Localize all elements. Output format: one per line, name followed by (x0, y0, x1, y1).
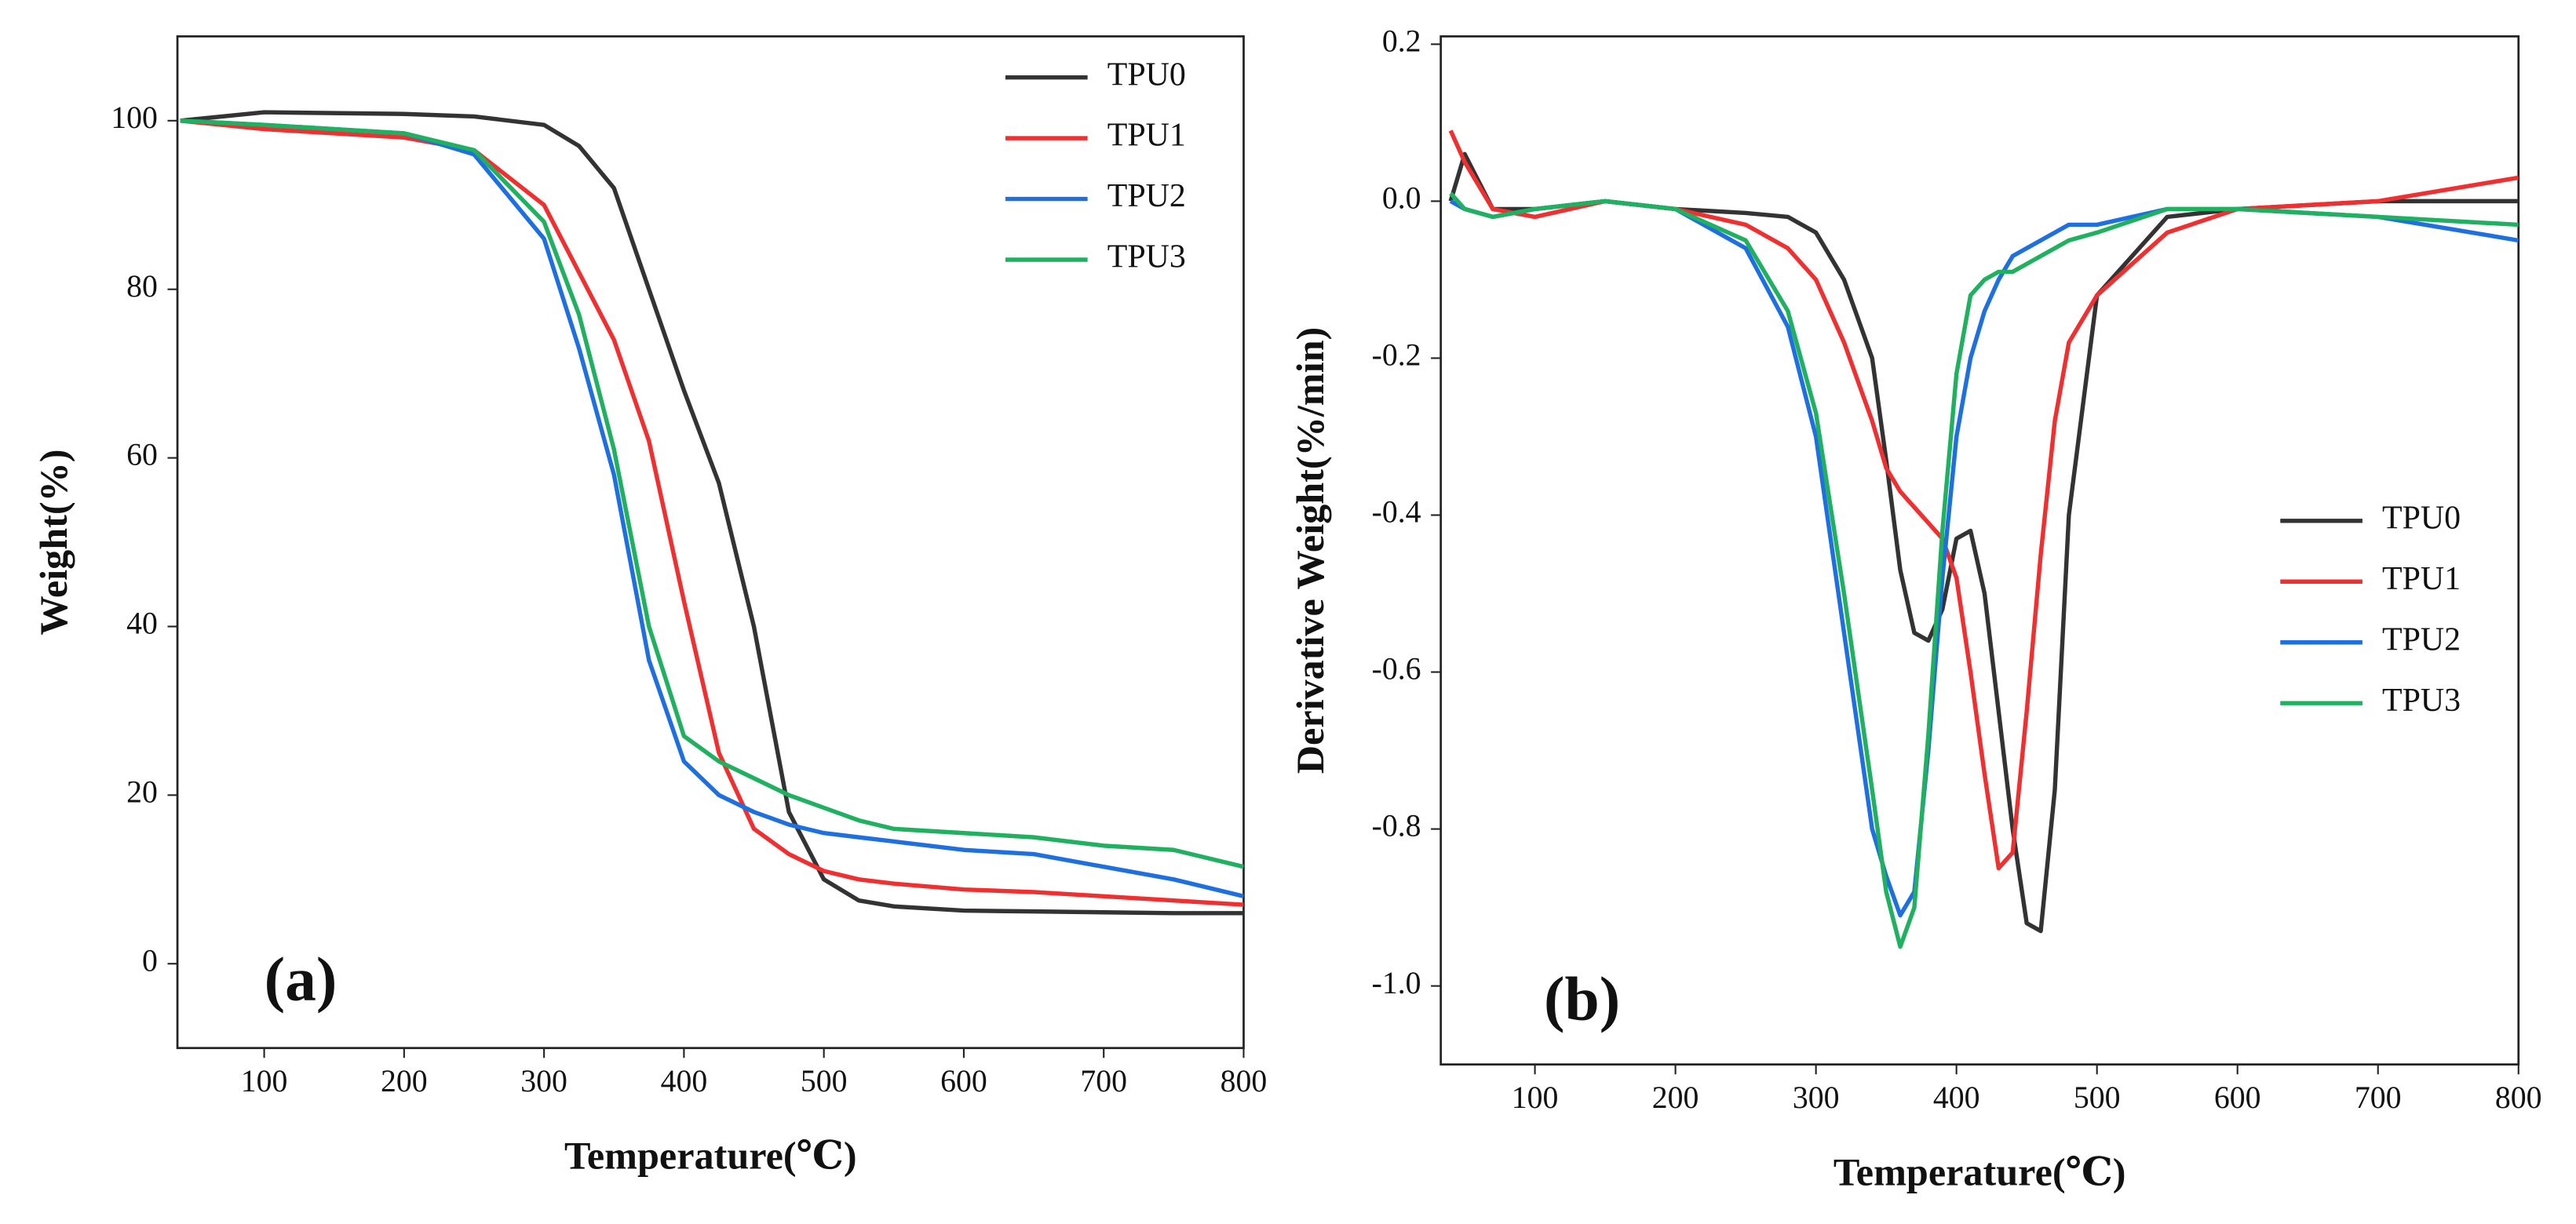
x-tick-label: 500 (801, 1064, 848, 1098)
y-tick-label: 60 (126, 438, 158, 472)
y-tick-label: -0.6 (1372, 652, 1421, 687)
data-line (180, 118, 1244, 898)
y-tick-label: 100 (111, 100, 158, 135)
x-tick-label: 600 (2214, 1080, 2261, 1115)
x-axis-title: Temperature(℃) (564, 1134, 857, 1178)
legend-label: TPU0 (2382, 500, 2461, 536)
x-tick-label: 800 (1220, 1064, 1268, 1098)
legend-label: TPU3 (1107, 239, 1186, 275)
data-line (1448, 129, 2519, 871)
y-tick-label: 20 (126, 775, 158, 810)
x-tick-label: 100 (1512, 1080, 1559, 1115)
x-tick-label: 200 (1652, 1080, 1699, 1115)
y-axis-title: Weight(%) (31, 449, 75, 635)
legend-label: TPU2 (2382, 621, 2461, 658)
data-line (1449, 199, 2519, 918)
y-tick-label: -0.4 (1372, 495, 1421, 530)
y-tick-label: -0.8 (1372, 809, 1421, 843)
panel-label: (a) (265, 945, 338, 1014)
x-tick-label: 300 (1793, 1080, 1840, 1115)
x-axis-title: Temperature(℃) (1833, 1150, 2126, 1194)
plot-frame (176, 35, 1245, 1050)
x-tick-label: 700 (1080, 1064, 1127, 1098)
y-tick-label: 0.0 (1382, 181, 1421, 216)
y-tick-label: -1.0 (1372, 966, 1421, 1000)
x-tick-label: 400 (661, 1064, 708, 1098)
data-line (1448, 151, 2519, 934)
legend-label: TPU0 (1107, 56, 1186, 93)
data-line (180, 110, 1244, 916)
x-tick-label: 500 (2074, 1080, 2121, 1115)
panel-label: (b) (1544, 965, 1620, 1034)
legend-label: TPU2 (1107, 178, 1186, 214)
x-tick-label: 700 (2355, 1080, 2402, 1115)
y-tick-label: 0.2 (1382, 24, 1421, 58)
y-axis-title: Derivative Weight(%/min) (1288, 327, 1332, 774)
x-tick-label: 800 (2495, 1080, 2542, 1115)
plot-frame (1439, 35, 2520, 1066)
y-tick-label: 0 (142, 943, 158, 978)
x-tick-label: 600 (940, 1064, 987, 1098)
y-tick-label: -0.2 (1372, 338, 1421, 373)
y-tick-label: 80 (126, 269, 158, 304)
x-tick-label: 100 (241, 1064, 288, 1098)
legend-label: TPU1 (2382, 561, 2461, 597)
x-tick-label: 300 (520, 1064, 567, 1098)
x-tick-label: 200 (381, 1064, 428, 1098)
legend-label: TPU3 (2382, 683, 2461, 719)
legend-label: TPU1 (1107, 118, 1186, 154)
data-line (180, 118, 1244, 869)
y-tick-label: 40 (126, 607, 158, 641)
data-line (1449, 191, 2519, 949)
x-tick-label: 400 (1933, 1080, 1980, 1115)
